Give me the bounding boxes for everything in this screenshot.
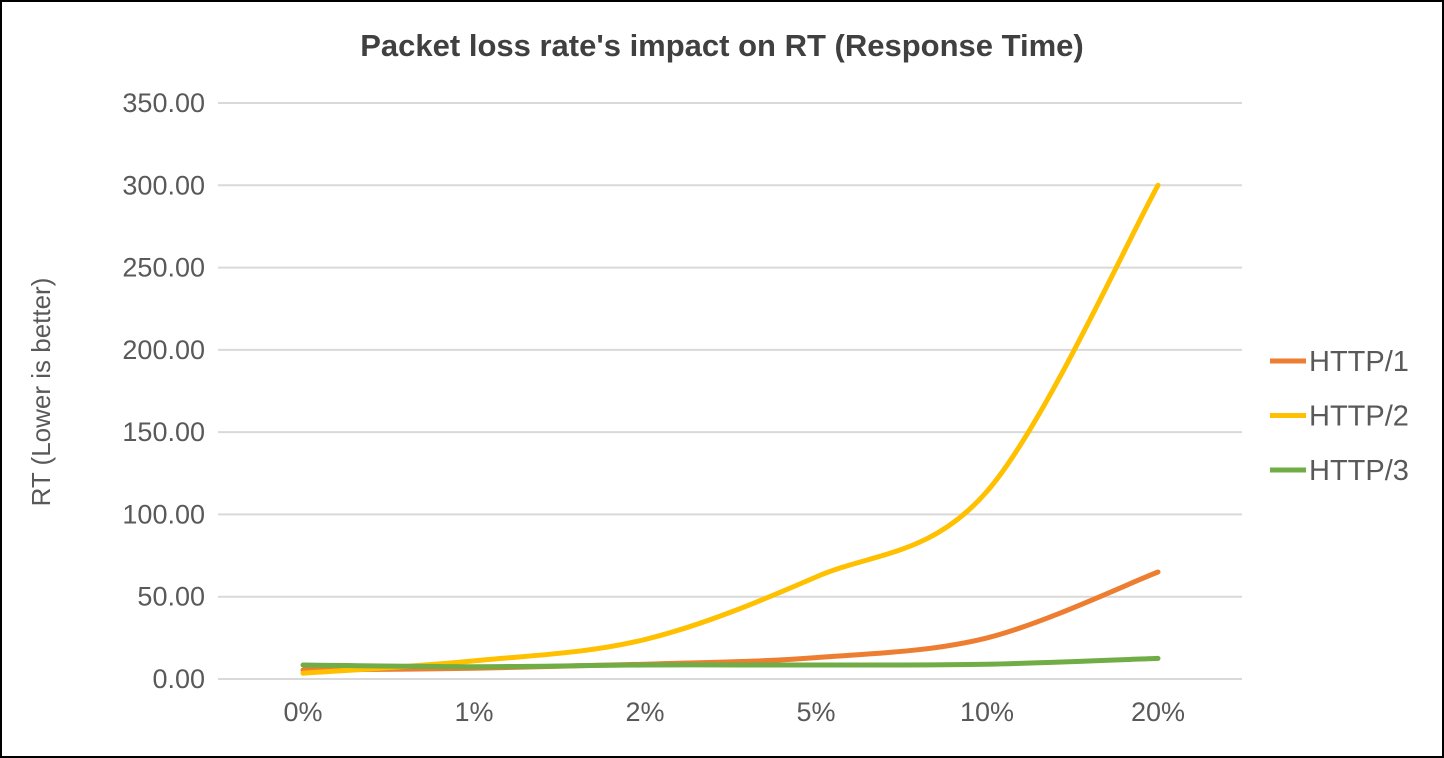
y-tick-label: 300.00 bbox=[122, 170, 205, 200]
y-tick-label: 100.00 bbox=[122, 499, 205, 529]
gridlines bbox=[218, 102, 1242, 680]
chart-title: Packet loss rate's impact on RT (Respons… bbox=[360, 28, 1084, 63]
legend-item-http2: HTTP/2 bbox=[1270, 401, 1409, 433]
series-line-http1 bbox=[300, 569, 1161, 673]
y-tick-label: 50.00 bbox=[137, 582, 205, 612]
y-tick-label: 150.00 bbox=[122, 417, 205, 447]
x-tick-label: 5% bbox=[796, 697, 835, 727]
legend-label-http2: HTTP/2 bbox=[1309, 401, 1409, 433]
legend: HTTP/1 HTTP/2 HTTP/3 bbox=[1270, 346, 1409, 487]
x-tick-label: 0% bbox=[283, 697, 322, 727]
y-tick-label: 250.00 bbox=[122, 253, 205, 283]
series-line-http3 bbox=[300, 655, 1161, 670]
series-lines bbox=[300, 182, 1161, 676]
y-axis-tick-labels: 0.00 50.00 100.00 150.00 200.00 250.00 300.00 3… bbox=[122, 88, 205, 694]
y-tick-label: 200.00 bbox=[122, 335, 205, 365]
y-tick-label: 350.00 bbox=[122, 88, 205, 118]
legend-item-http3: HTTP/3 bbox=[1270, 455, 1409, 487]
x-tick-label: 1% bbox=[454, 697, 493, 727]
x-tick-label: 20% bbox=[1131, 697, 1185, 727]
x-tick-label: 2% bbox=[625, 697, 664, 727]
legend-label-http1: HTTP/1 bbox=[1309, 346, 1409, 378]
legend-label-http3: HTTP/3 bbox=[1309, 455, 1409, 487]
x-axis-tick-labels: 0% 1% 2% 5% 10% 20% bbox=[283, 697, 1185, 727]
series-line-http2 bbox=[300, 182, 1161, 676]
x-tick-label: 10% bbox=[960, 697, 1014, 727]
y-tick-label: 0.00 bbox=[152, 664, 205, 694]
legend-item-http1: HTTP/1 bbox=[1270, 346, 1409, 378]
